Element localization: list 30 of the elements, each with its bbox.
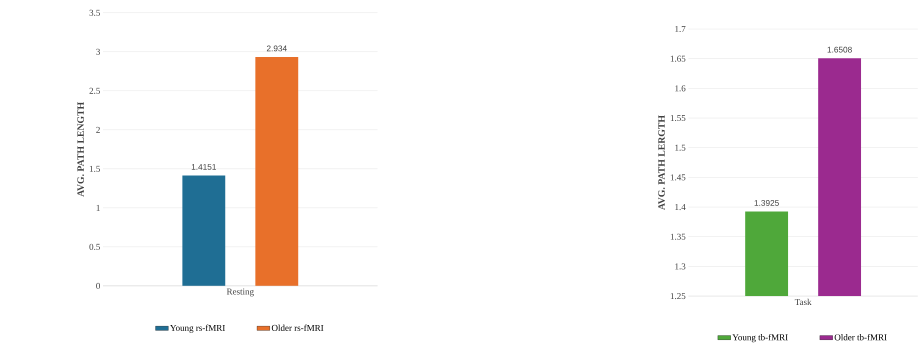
x-tick-label: Task [794, 298, 812, 305]
y-tick-label: 1.6 [675, 85, 686, 92]
x-tick-label: Resting [226, 288, 254, 296]
y-tick-label: 0.5 [89, 244, 100, 250]
y-axis-title: AVG. PATH LENGTH [77, 102, 84, 197]
legend-label: Older rs-fMRI [272, 324, 324, 331]
y-axis-title: AVG. PATH LERGTH [658, 115, 665, 210]
y-tick-label: 1.5 [90, 166, 100, 172]
y-tick-label: 1.4 [675, 204, 686, 210]
y-tick-label: 0 [96, 282, 100, 289]
y-tick-label: 1.5 [675, 144, 686, 151]
y-tick-label: 1.7 [675, 26, 686, 32]
y-tick-label: 2 [96, 126, 100, 133]
data-label: 1.3925 [754, 200, 779, 206]
y-tick-label: 1.25 [670, 292, 686, 299]
y-tick-label: 1 [96, 204, 100, 211]
y-tick-label: 2.5 [89, 88, 100, 94]
y-tick-label: 1.3 [675, 263, 686, 270]
legend-label: Young tb-fMRI [732, 334, 788, 342]
data-label: 1.6508 [828, 46, 852, 52]
y-tick-label: 1.55 [670, 114, 686, 121]
legend-label: Young rs-fMRI [170, 324, 225, 333]
y-tick-label: 3 [96, 48, 100, 55]
legend-label: Older tb-fMRI [834, 334, 887, 340]
data-label: 1.4151 [192, 164, 216, 170]
y-tick-label: 1.35 [670, 234, 686, 240]
y-tick-label: 3.5 [90, 10, 100, 16]
y-tick-label: 1.65 [670, 55, 686, 62]
data-label: 2.934 [266, 45, 287, 52]
y-tick-label: 1.45 [670, 174, 686, 180]
